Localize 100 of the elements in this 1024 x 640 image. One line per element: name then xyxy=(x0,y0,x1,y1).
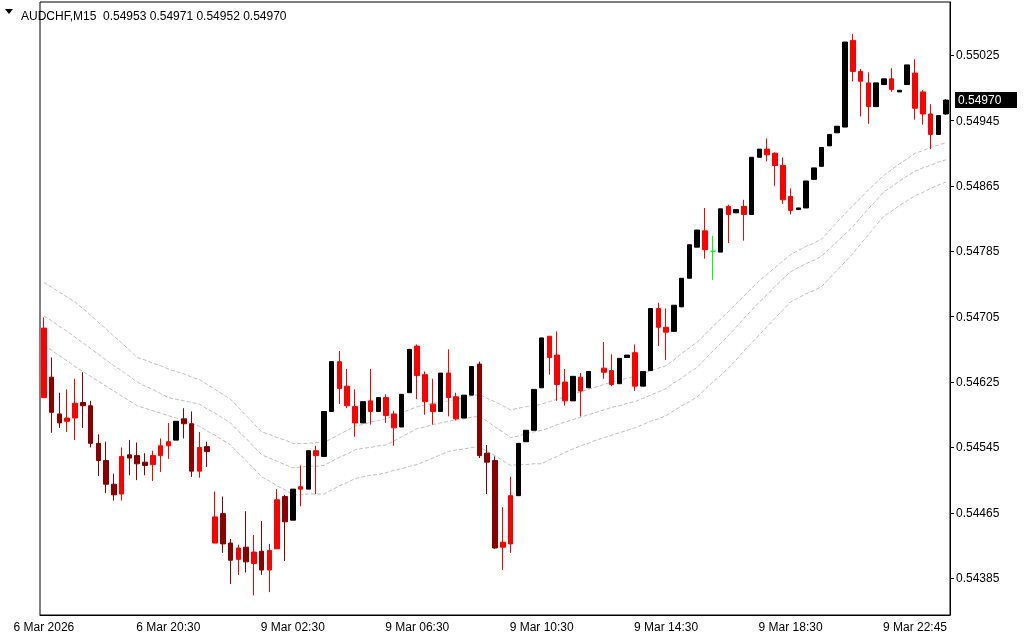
candlestick xyxy=(383,393,389,424)
candlestick xyxy=(912,58,918,121)
candlestick xyxy=(220,495,226,554)
candlestick xyxy=(663,308,669,361)
candlestick xyxy=(609,353,614,387)
candlestick xyxy=(197,431,202,479)
candlestick xyxy=(562,368,568,407)
candlestick xyxy=(127,439,132,476)
candlestick xyxy=(259,520,264,576)
candlestick xyxy=(679,277,684,308)
candlestick xyxy=(414,343,420,400)
x-tick-label: 9 Mar 10:30 xyxy=(509,620,575,634)
candlestick xyxy=(850,33,856,82)
candlestick xyxy=(134,442,140,481)
candlestick xyxy=(656,302,661,347)
candlestick xyxy=(360,401,366,424)
y-tick-label: 0.54385 xyxy=(956,571,1000,586)
candlestick xyxy=(337,350,342,405)
candlestick xyxy=(936,115,941,135)
candlestick xyxy=(438,372,443,412)
y-tick-label: 0.54545 xyxy=(956,440,1000,455)
candlestick xyxy=(298,464,303,507)
candlestick xyxy=(407,348,412,394)
candlestick xyxy=(368,368,373,426)
candlestick xyxy=(764,137,770,162)
candlestick xyxy=(811,167,817,180)
x-tick-label: 9 Mar 18:30 xyxy=(758,620,823,634)
candlestick xyxy=(796,207,801,211)
candlestick xyxy=(601,341,607,380)
text: 0.54970 xyxy=(958,93,1002,108)
x-tick-label: 6 Mar 2026 xyxy=(13,620,75,634)
candlestick xyxy=(516,442,521,497)
candlestick xyxy=(189,410,194,478)
candlestick xyxy=(142,452,148,476)
candlestick xyxy=(236,544,241,576)
candlestick xyxy=(391,410,397,447)
candlestick xyxy=(204,441,210,468)
candlestick xyxy=(228,538,233,585)
y-tick-label: 0.54465 xyxy=(956,505,1000,520)
candlestick xyxy=(873,82,879,108)
candlestick xyxy=(103,441,109,494)
candlestick xyxy=(267,543,272,593)
y-tick-label: 0.54785 xyxy=(956,244,1000,259)
candlestick xyxy=(842,41,848,128)
y-tick-label: 0.54705 xyxy=(956,309,1000,324)
candlestick xyxy=(624,354,630,359)
candlestick xyxy=(306,450,311,490)
candlestick xyxy=(523,429,529,443)
candlestick xyxy=(111,473,117,502)
candlestick xyxy=(858,68,863,117)
candlestick xyxy=(803,180,809,209)
candlestick xyxy=(897,89,902,93)
candlestick xyxy=(671,304,677,332)
candlestick xyxy=(352,388,358,438)
x-tick-label: 9 Mar 14:30 xyxy=(634,620,699,634)
candlestick xyxy=(484,444,490,495)
candlestick xyxy=(772,151,778,187)
candlestick xyxy=(780,156,786,205)
candlestick xyxy=(726,204,731,244)
candlestick xyxy=(554,330,560,402)
candlestick xyxy=(181,407,187,439)
candlestick xyxy=(446,348,451,417)
candlestick xyxy=(212,491,218,544)
y-tick-label: 0.55025 xyxy=(956,48,1000,63)
candlestick xyxy=(928,103,933,150)
candlestick xyxy=(819,146,824,167)
candlestick xyxy=(96,433,101,477)
text: AUDCHF,M15 0.54953 0.54971 0.54952 0.54970 xyxy=(21,9,287,23)
candlestick xyxy=(251,534,257,596)
candlestick xyxy=(749,156,754,216)
candlestick xyxy=(881,78,887,86)
candlestick xyxy=(570,375,576,402)
candlestick xyxy=(710,235,716,281)
candlestick xyxy=(243,510,249,573)
candlestick xyxy=(827,133,832,147)
candlestick xyxy=(321,410,327,457)
candlestick xyxy=(461,394,467,419)
candlestick xyxy=(531,388,537,431)
candlestick xyxy=(492,455,498,550)
candlestick xyxy=(920,89,926,126)
candlestick xyxy=(648,308,653,372)
candlestick xyxy=(788,187,793,216)
candlestick xyxy=(274,488,280,550)
candlestick xyxy=(547,335,552,376)
candlestick xyxy=(158,437,163,473)
candlestick xyxy=(173,420,179,441)
candlestick xyxy=(290,488,296,521)
candlestick xyxy=(640,370,646,387)
candlestick xyxy=(741,199,747,242)
candlestick xyxy=(733,209,739,214)
y-tick-label: 0.54945 xyxy=(956,113,1000,128)
candlestick xyxy=(500,506,506,571)
candlestick xyxy=(904,64,910,86)
candlestick xyxy=(718,208,723,253)
candlestick xyxy=(866,71,871,125)
candlestick xyxy=(119,446,124,502)
candlestick xyxy=(344,368,350,409)
candlestick xyxy=(632,343,638,392)
candlestick xyxy=(282,494,288,562)
candlestick xyxy=(469,366,474,396)
